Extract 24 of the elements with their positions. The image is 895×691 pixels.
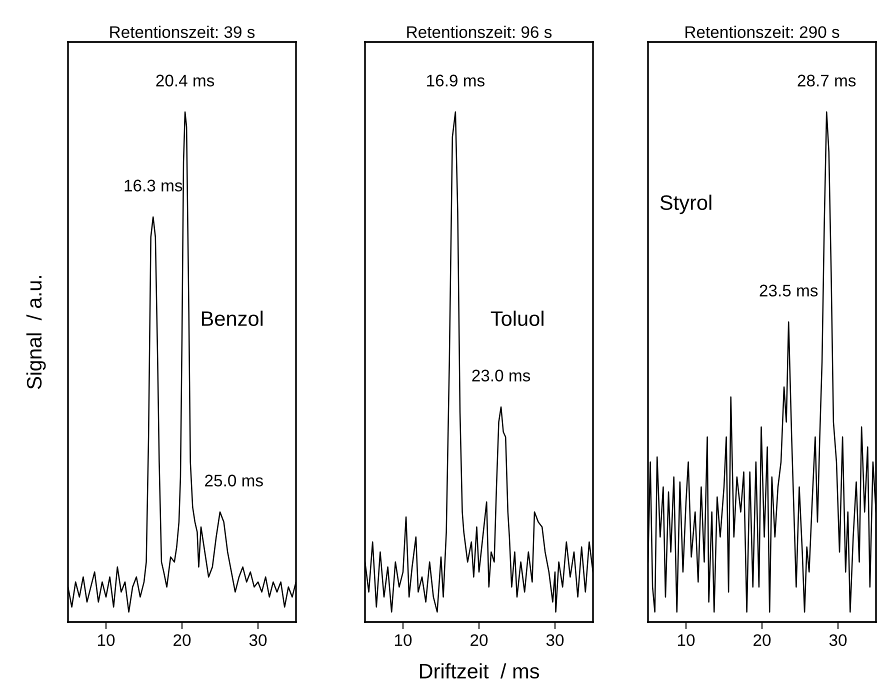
x-tick-label: 30	[829, 634, 847, 646]
annotation: 16.3 ms	[124, 180, 182, 192]
chart-title: Retentionszeit: 96 s	[407, 26, 552, 38]
chart-title: Retentionszeit: 39 s	[110, 26, 255, 38]
annotation: Styrol	[660, 194, 712, 214]
x-tick-label: 10	[678, 634, 695, 646]
annotation: Toluol	[490, 310, 544, 326]
x-tick-label: 10	[98, 634, 115, 646]
x-tick-label: 20	[754, 634, 771, 646]
x-tick-label: 30	[249, 634, 267, 646]
x-tick-label: 10	[395, 634, 412, 646]
annotation: 23.5 ms	[760, 284, 818, 296]
annotation: 25.0 ms	[205, 474, 263, 486]
annotation: 23.0 ms	[472, 370, 530, 382]
chart-title: Retentionszeit: 290 s	[686, 26, 840, 38]
annotation: 28.7 ms	[798, 74, 856, 86]
annotation: 20.4 ms	[156, 74, 214, 86]
y-axis-title: Signal / a.u.	[26, 276, 46, 389]
annotation: 16.9 ms	[427, 74, 484, 86]
x-axis-title: Driftzeit / ms	[420, 663, 540, 679]
x-tick-label: 20	[174, 634, 191, 646]
x-tick-label: 20	[470, 634, 488, 646]
annotation: Benzol	[202, 310, 263, 326]
x-tick-label: 30	[546, 634, 564, 646]
